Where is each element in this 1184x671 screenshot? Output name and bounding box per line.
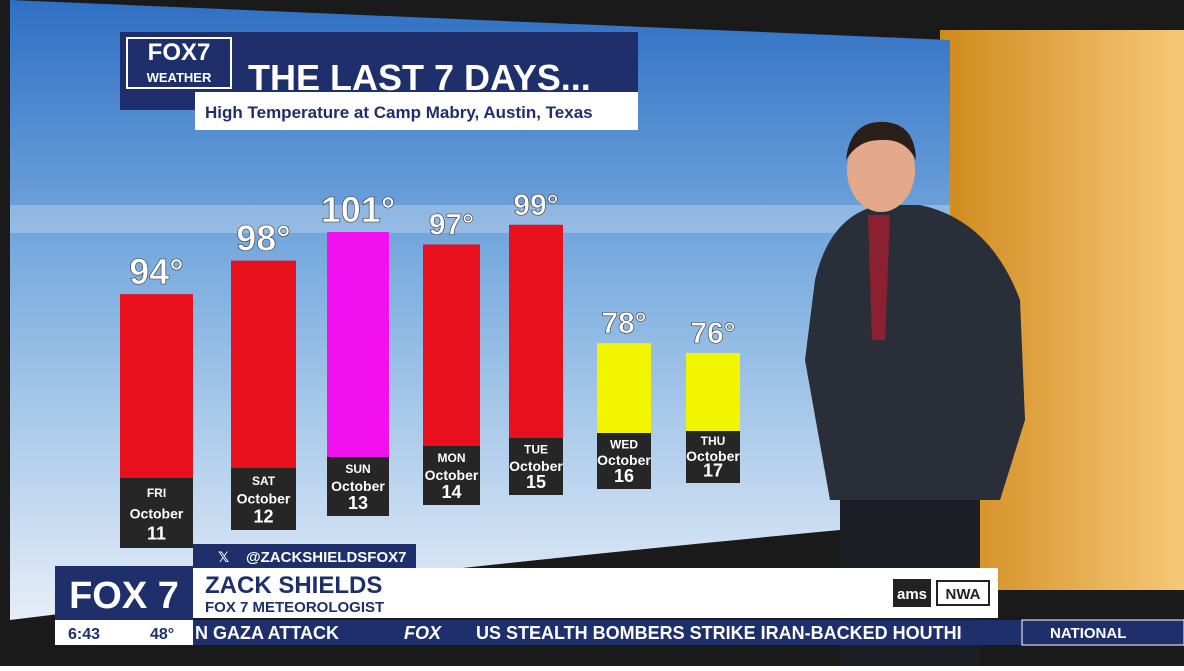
category-label: 13 [348, 493, 368, 513]
category-label: 16 [614, 466, 634, 486]
logo-brand: FOX7 [148, 39, 211, 66]
badge-box [936, 580, 990, 606]
chart-title: THE LAST 7 DAYS... [248, 57, 591, 98]
temperature: 48° [150, 626, 174, 643]
category-box [327, 457, 389, 516]
category-label: October [237, 491, 291, 507]
category-label: 11 [147, 524, 166, 544]
bar [509, 224, 563, 438]
presenter-role: FOX 7 METEOROLOGIST [205, 599, 384, 616]
category-label: TUE [524, 443, 548, 457]
value-label: 97° [429, 209, 474, 242]
category-label: THU [701, 434, 726, 448]
bar [686, 353, 740, 431]
social-panel [193, 544, 416, 568]
time-box [55, 620, 193, 645]
category-label: October [686, 448, 740, 464]
bar [231, 260, 296, 468]
category-label: FRI [147, 486, 166, 500]
ticker-text: N GAZA ATTACK [195, 623, 339, 643]
category-label: October [331, 478, 385, 494]
category-label: October [509, 458, 563, 474]
category-label: 15 [526, 472, 546, 492]
social-handle: @ZACKSHIELDSFOX7 [246, 549, 406, 566]
category-label: 17 [703, 461, 723, 481]
value-label: 78° [601, 307, 646, 340]
ticker-logo: FOX [404, 623, 442, 643]
time: 6:43 [68, 626, 100, 643]
bar [423, 244, 480, 446]
category-label: October [425, 467, 479, 483]
badge: ams [897, 586, 927, 603]
ticker-section: NATIONAL [1050, 625, 1126, 642]
ticker-section-box [1021, 619, 1184, 646]
value-label: 94° [129, 251, 183, 292]
value-label: 98° [236, 218, 290, 259]
category-label: SAT [252, 474, 276, 488]
value-label: 101° [321, 189, 395, 230]
category-box [120, 478, 193, 548]
category-label: 12 [253, 506, 273, 526]
value-label: 76° [690, 317, 735, 350]
x-icon: 𝕏 [218, 549, 229, 565]
category-label: October [130, 505, 184, 521]
station-name: FOX 7 [69, 575, 179, 617]
category-label: MON [438, 451, 466, 465]
ticker-text: US STEALTH BOMBERS STRIKE IRAN-BACKED HO… [476, 623, 962, 643]
category-box [686, 431, 740, 483]
subtitle-panel [195, 92, 638, 130]
category-label: WED [610, 437, 638, 451]
ticker [193, 620, 1184, 645]
category-box [423, 446, 480, 505]
horizon-band [10, 205, 950, 233]
presenter-name: ZACK SHIELDS [205, 572, 382, 599]
logo-section: WEATHER [147, 70, 212, 85]
bar [120, 294, 193, 478]
bar-chart: 94°FRIOctober1198°SATOctober12101°SUNOct… [120, 188, 740, 548]
name-panel [193, 568, 998, 618]
category-label: October [597, 452, 651, 468]
category-box [509, 438, 563, 495]
chart-subtitle: High Temperature at Camp Mabry, Austin, … [205, 103, 593, 122]
station-box [55, 566, 193, 620]
category-label: 14 [441, 482, 461, 502]
bar [597, 343, 651, 433]
value-label: 99° [513, 189, 558, 222]
badge-box [893, 579, 931, 607]
badge: NWA [946, 586, 981, 603]
category-box [597, 433, 651, 489]
logo-box [126, 37, 232, 89]
category-box [231, 468, 296, 530]
bar [327, 232, 389, 457]
category-label: SUN [345, 462, 370, 476]
